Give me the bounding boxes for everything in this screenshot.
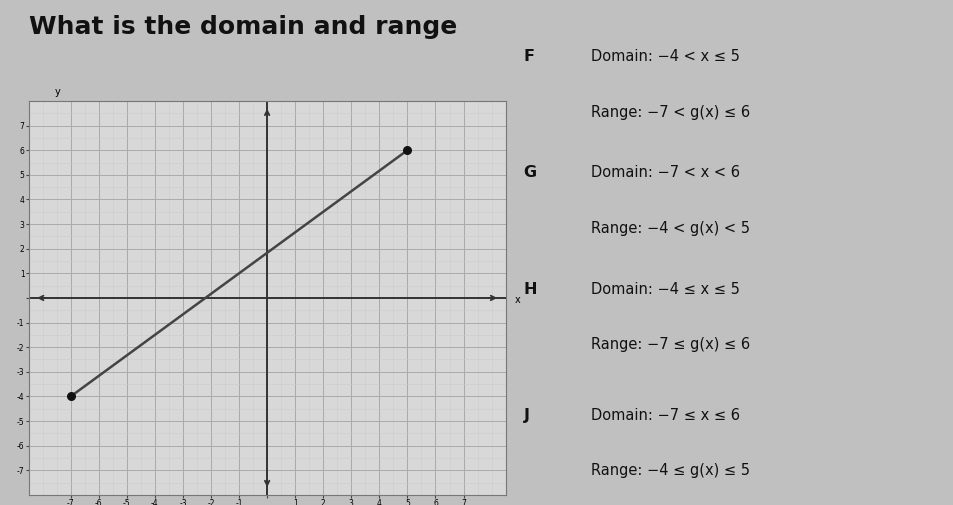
Text: Range: −4 < g(x) < 5: Range: −4 < g(x) < 5 xyxy=(590,221,749,236)
Text: Range: −4 ≤ g(x) ≤ 5: Range: −4 ≤ g(x) ≤ 5 xyxy=(590,464,749,478)
Text: Domain: −4 ≤ x ≤ 5: Domain: −4 ≤ x ≤ 5 xyxy=(590,282,739,296)
Text: y: y xyxy=(54,87,60,97)
Text: Domain: −7 < x < 6: Domain: −7 < x < 6 xyxy=(590,165,739,180)
Text: x: x xyxy=(515,295,520,305)
Text: F: F xyxy=(523,49,534,64)
Point xyxy=(399,146,415,155)
Text: Domain: −4 < x ≤ 5: Domain: −4 < x ≤ 5 xyxy=(590,49,739,64)
Text: Range: −7 < g(x) ≤ 6: Range: −7 < g(x) ≤ 6 xyxy=(590,105,749,120)
Text: H: H xyxy=(523,282,537,296)
Text: G: G xyxy=(523,165,537,180)
Text: J: J xyxy=(523,408,529,423)
Text: Range: −7 ≤ g(x) ≤ 6: Range: −7 ≤ g(x) ≤ 6 xyxy=(590,337,749,352)
Text: What is the domain and range: What is the domain and range xyxy=(29,15,456,39)
Point xyxy=(63,392,78,400)
Text: Domain: −7 ≤ x ≤ 6: Domain: −7 ≤ x ≤ 6 xyxy=(590,408,739,423)
